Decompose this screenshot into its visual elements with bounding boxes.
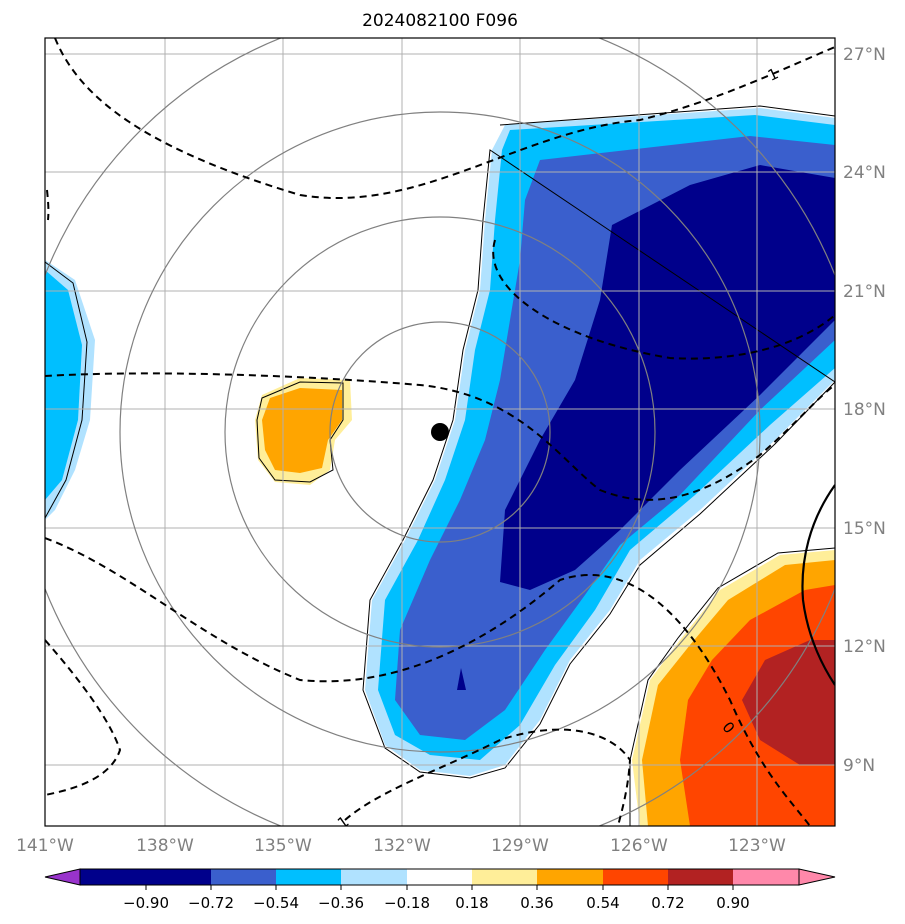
- longitude-labels: 141°W 138°W 135°W 132°W 129°W 126°W 123°…: [16, 836, 786, 856]
- shade-m090-m072-spot: [457, 668, 466, 690]
- shade-072-090: [742, 640, 835, 765]
- colorbar-extend-low: [44, 868, 81, 886]
- lon-label-126w: 126°W: [610, 836, 668, 856]
- lon-label-141w: 141°W: [16, 836, 74, 856]
- colorbar-bin-8: [537, 869, 603, 885]
- graticule: [45, 38, 835, 826]
- colorbar: −0.90 −0.72 −0.54 −0.36 −0.18 0.18 0.36 …: [44, 868, 836, 912]
- colorbar-tick-label: −0.54: [253, 894, 299, 912]
- colorbar-bin-11: [733, 869, 799, 885]
- latitude-labels: 27°N 24°N 21°N 18°N 15°N 12°N 9°N: [843, 45, 886, 776]
- map-title: 2024082100 F096: [362, 11, 518, 31]
- colorbar-tick-label: 0.90: [716, 894, 749, 912]
- colorbar-bin-10: [668, 869, 733, 885]
- colorbar-tick-label: 0.18: [455, 894, 488, 912]
- colorbar-bin-9: [603, 869, 668, 885]
- lon-label-132w: 132°W: [373, 836, 431, 856]
- map-area: 1 1 0: [45, 38, 835, 826]
- colorbar-tick-label: −0.72: [188, 894, 234, 912]
- lat-label-24n: 24°N: [843, 163, 886, 183]
- lat-label-9n: 9°N: [843, 756, 875, 776]
- lon-label-138w: 138°W: [136, 836, 194, 856]
- storm-center-marker: [431, 423, 449, 441]
- colorbar-bin-2: [146, 869, 211, 885]
- colorbar-tick-label: −0.36: [318, 894, 364, 912]
- lat-label-27n: 27°N: [843, 45, 886, 65]
- colorbar-tick-label: −0.90: [123, 894, 169, 912]
- lat-label-18n: 18°N: [843, 400, 886, 420]
- map-frame: [44, 37, 836, 827]
- lat-label-12n: 12°N: [843, 637, 886, 657]
- colorbar-tick-label: 0.54: [586, 894, 619, 912]
- range-rings: [45, 38, 835, 826]
- colorbar-tick-label: 0.72: [651, 894, 684, 912]
- colorbar-bin-1: [80, 869, 146, 885]
- solid-contour: [801, 484, 835, 686]
- colorbar-bin-7: [472, 869, 537, 885]
- colorbar-bin-4: [276, 869, 341, 885]
- lon-label-123w: 123°W: [728, 836, 786, 856]
- lat-label-15n: 15°N: [843, 519, 886, 539]
- dashed-contours: [45, 38, 835, 826]
- shade-m090-m072: [500, 165, 835, 590]
- colorbar-bin-3: [211, 869, 276, 885]
- lat-label-21n: 21°N: [843, 282, 886, 302]
- colorbar-bin-6: [407, 869, 472, 885]
- lon-label-135w: 135°W: [254, 836, 312, 856]
- west-negative-patch: [45, 260, 95, 520]
- colorbar-tick-label: 0.36: [520, 894, 553, 912]
- colorbar-bin-5: [341, 869, 407, 885]
- colorbar-frame: [79, 868, 800, 886]
- colorbar-tick-label: −0.18: [384, 894, 430, 912]
- colorbar-extend-high: [798, 868, 836, 886]
- lon-label-129w: 129°W: [491, 836, 549, 856]
- outline-m018: [362, 105, 835, 779]
